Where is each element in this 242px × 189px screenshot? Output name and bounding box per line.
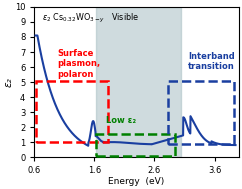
Text: Surface
plasmon,
polaron: Surface plasmon, polaron (57, 49, 100, 79)
X-axis label: Energy  (eV): Energy (eV) (108, 177, 165, 186)
Y-axis label: ε₂: ε₂ (3, 77, 14, 87)
Bar (36, 81, 108, 142)
Bar (96, 134, 175, 156)
Text: Interband
transition: Interband transition (188, 52, 235, 71)
Bar (168, 81, 234, 144)
Bar (96, 7, 182, 157)
Text: Low ε₂: Low ε₂ (106, 116, 136, 125)
Text: $\varepsilon_2$ Cs$_{0.32}$WO$_{3-y}$   Visible: $\varepsilon_2$ Cs$_{0.32}$WO$_{3-y}$ Vi… (42, 12, 139, 25)
